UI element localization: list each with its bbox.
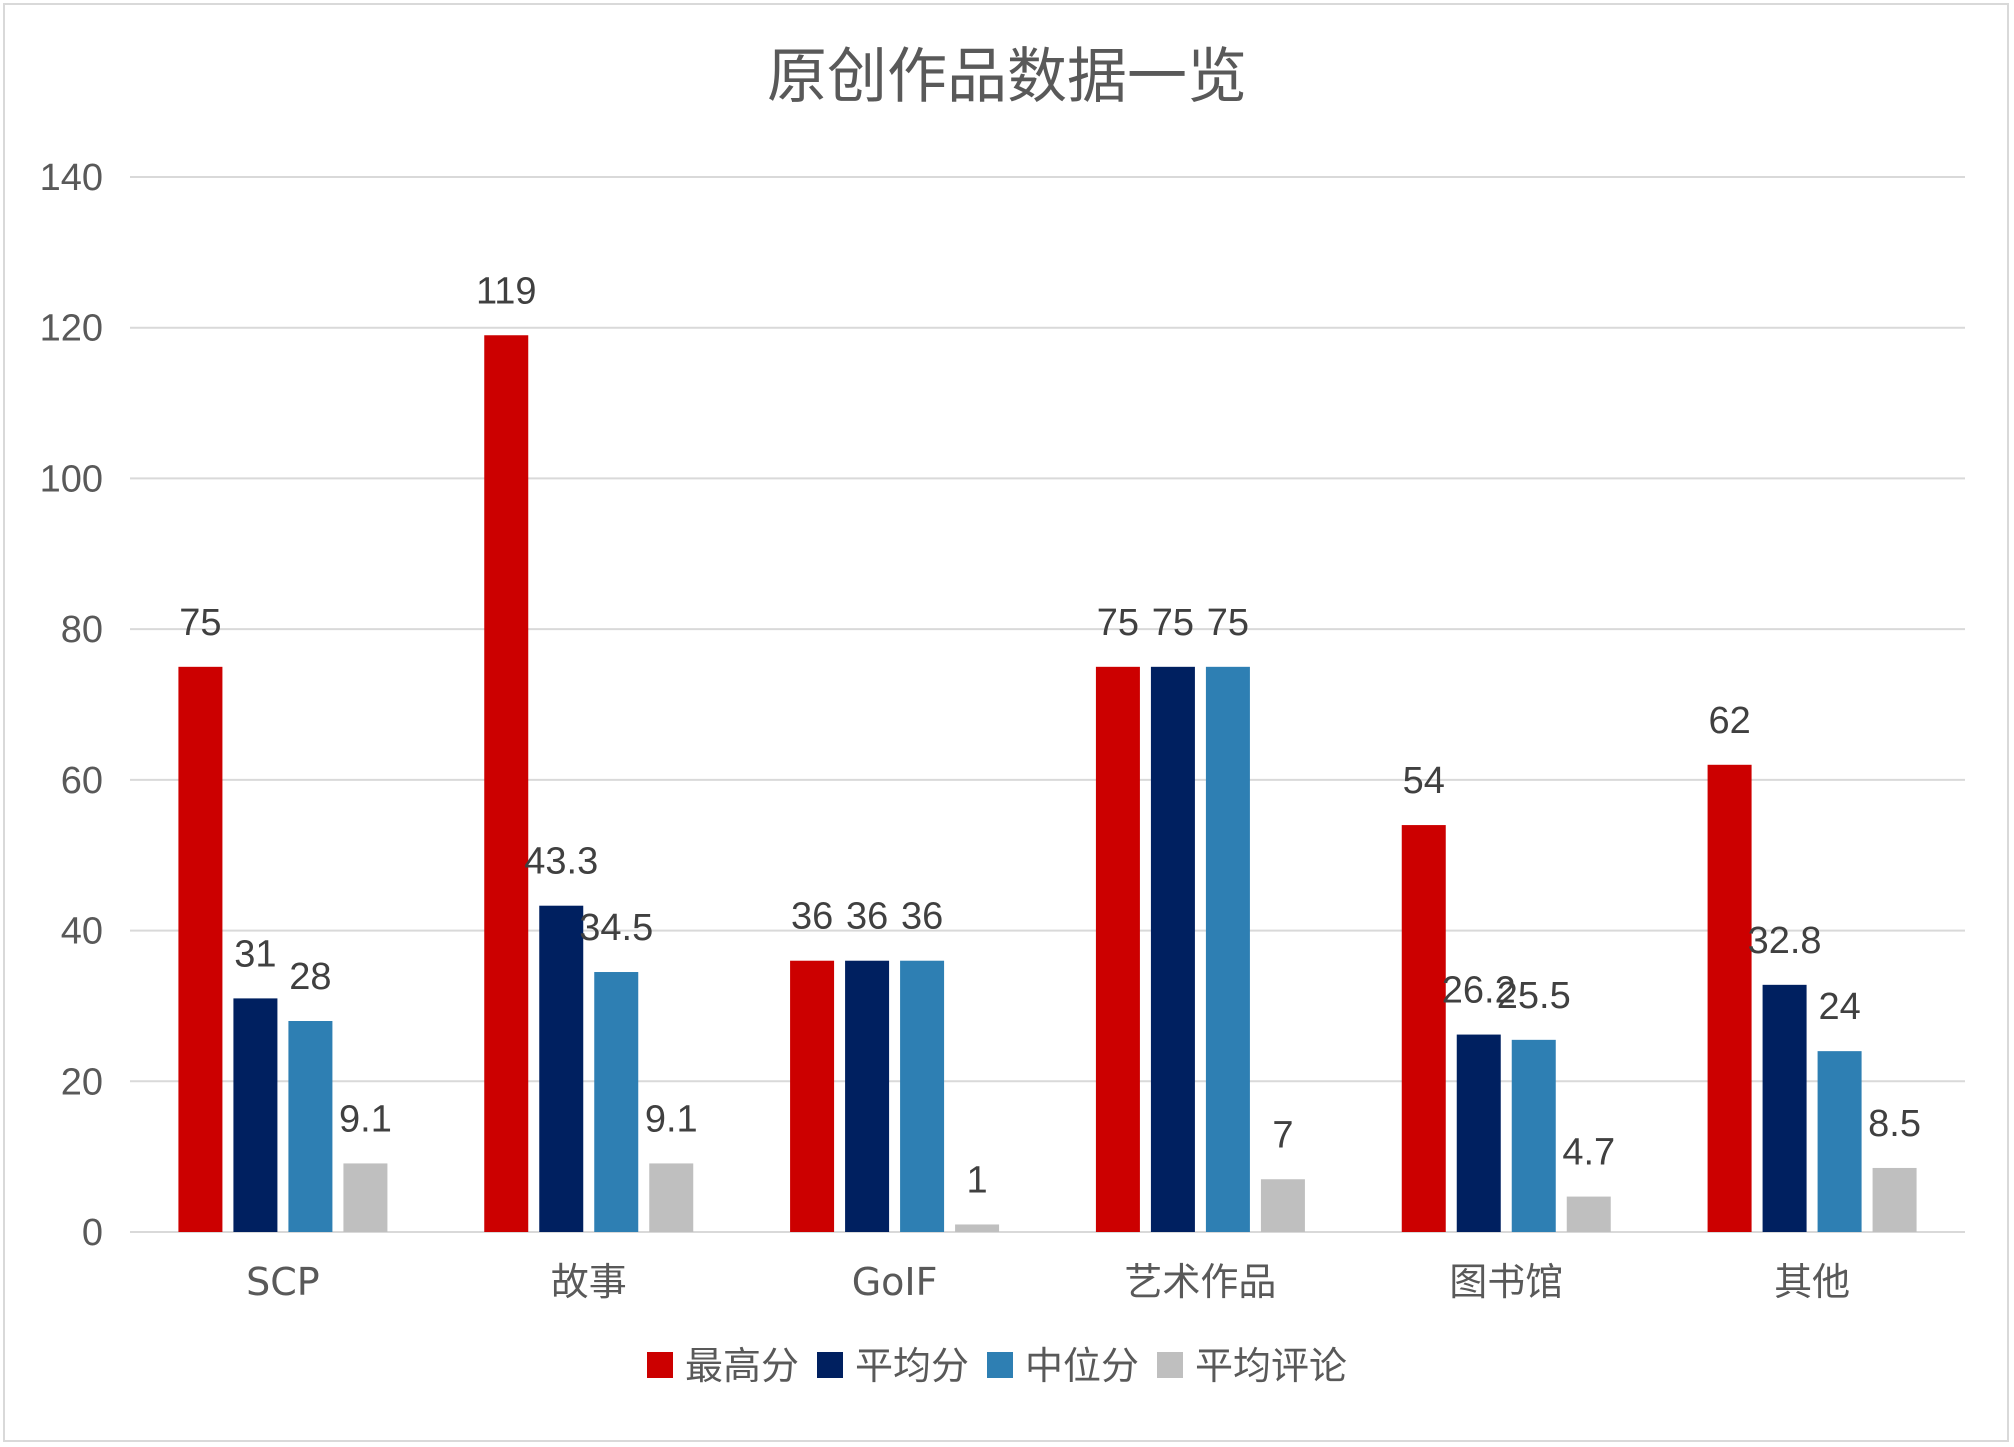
data-labels: 75 31 28 9.1 119 43.3 34.5 9.1 36 36 36 1 75 75 75 7 54 2…	[179, 270, 1921, 1201]
x-tick-label: 艺术作品	[1124, 1260, 1276, 1304]
bar-平均评论-其他	[1872, 1167, 1917, 1232]
bar-最高分-艺术作品	[1095, 666, 1140, 1232]
data-label: 9.1	[339, 1098, 392, 1140]
data-label: 75	[1097, 602, 1139, 644]
x-tick-label: GoIF	[852, 1260, 938, 1304]
bar-中位分-故事	[594, 972, 639, 1232]
x-axis-categories: SCP 故事 GoIF 艺术作品 图书馆 其他	[246, 1260, 1850, 1304]
data-label: 8.5	[1868, 1103, 1921, 1145]
bar-平均分-其他	[1762, 984, 1807, 1232]
gridlines	[130, 176, 1965, 1233]
data-label: 75	[1152, 602, 1194, 644]
data-label: 1	[967, 1159, 988, 1201]
bar-平均分-艺术作品	[1150, 666, 1195, 1232]
data-label: 4.7	[1562, 1132, 1615, 1174]
y-tick-label: 140	[40, 157, 103, 199]
legend-swatch-中位分	[987, 1352, 1013, 1378]
x-tick-label: 图书馆	[1449, 1260, 1563, 1304]
data-label: 25.5	[1497, 975, 1571, 1017]
bar-中位分-SCP	[288, 1021, 333, 1232]
bar-中位分-艺术作品	[1205, 666, 1250, 1232]
data-label: 26.2	[1442, 970, 1516, 1012]
bars	[178, 335, 1917, 1232]
bar-平均分-图书馆	[1456, 1034, 1501, 1232]
data-label: 31	[234, 933, 276, 975]
bar-平均分-GoIF	[845, 960, 890, 1232]
data-label: 119	[476, 270, 537, 312]
data-label: 75	[1207, 602, 1249, 644]
data-label: 75	[179, 602, 221, 644]
data-label: 34.5	[579, 907, 653, 949]
data-label: 36	[846, 896, 888, 938]
y-tick-label: 60	[61, 760, 103, 802]
y-tick-label: 100	[40, 458, 103, 500]
x-tick-label: SCP	[246, 1260, 320, 1304]
legend-label: 平均评论	[1195, 1344, 1347, 1388]
legend-label: 最高分	[685, 1344, 799, 1388]
bar-平均评论-故事	[649, 1163, 694, 1232]
data-label: 62	[1708, 700, 1750, 742]
chart-frame	[3, 3, 2009, 1442]
bar-最高分-GoIF	[790, 960, 835, 1232]
y-axis-ticks: 0 20 40 60 80 100 120 140	[40, 157, 103, 1254]
x-tick-label: 故事	[551, 1260, 627, 1304]
bar-平均评论-艺术作品	[1260, 1179, 1305, 1232]
y-tick-label: 120	[40, 308, 103, 350]
legend-swatch-平均评论	[1157, 1352, 1183, 1378]
data-label: 28	[289, 956, 331, 998]
bar-中位分-其他	[1817, 1051, 1862, 1232]
bar-平均评论-GoIF	[955, 1224, 1000, 1232]
bar-最高分-其他	[1707, 764, 1752, 1232]
data-label: 24	[1818, 986, 1860, 1028]
y-tick-label: 40	[61, 911, 103, 953]
y-tick-label: 20	[61, 1061, 103, 1103]
data-label: 9.1	[645, 1098, 698, 1140]
bar-中位分-GoIF	[900, 960, 945, 1232]
legend-swatch-最高分	[647, 1352, 673, 1378]
bar-平均分-SCP	[233, 998, 278, 1232]
legend: 最高分 平均分 中位分 平均评论	[647, 1344, 1347, 1388]
data-label: 54	[1403, 760, 1445, 802]
x-tick-label: 其他	[1774, 1260, 1850, 1304]
legend-swatch-平均分	[817, 1352, 843, 1378]
legend-label: 平均分	[855, 1344, 969, 1388]
data-label: 36	[901, 896, 943, 938]
data-label: 32.8	[1748, 920, 1822, 962]
legend-label: 中位分	[1025, 1344, 1139, 1388]
bar-平均评论-SCP	[343, 1163, 388, 1232]
data-label: 43.3	[524, 841, 598, 883]
chart-title: 原创作品数据一览	[767, 42, 1247, 112]
y-tick-label: 80	[61, 609, 103, 651]
bar-最高分-SCP	[178, 666, 223, 1232]
bar-平均评论-图书馆	[1566, 1196, 1611, 1232]
bar-最高分-图书馆	[1401, 825, 1446, 1232]
bar-平均分-故事	[539, 905, 584, 1232]
bar-最高分-故事	[484, 335, 529, 1232]
bar-中位分-图书馆	[1511, 1039, 1556, 1232]
y-tick-label: 0	[82, 1212, 103, 1254]
data-label: 36	[791, 896, 833, 938]
data-label: 7	[1272, 1114, 1293, 1156]
